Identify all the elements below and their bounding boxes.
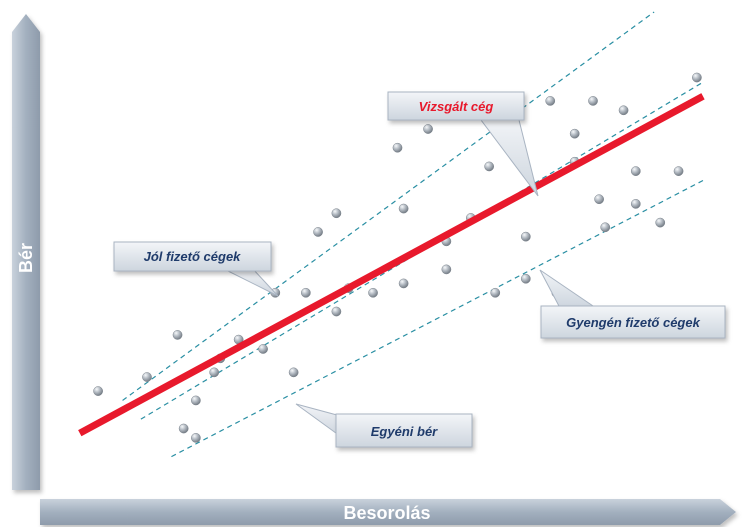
callout-vizsgalt-text: Vizsgált cég <box>419 99 494 114</box>
data-point-42 <box>673 166 684 176</box>
y-axis-arrow <box>12 14 40 490</box>
callout-gyengen-text: Gyengén fizető cégek <box>566 315 700 330</box>
data-point-22 <box>423 124 433 134</box>
band-lines <box>122 11 704 458</box>
data-point-33 <box>569 128 580 139</box>
data-point-5 <box>191 395 201 406</box>
data-point-7 <box>209 367 220 378</box>
data-point-20 <box>398 203 409 214</box>
data-point-29 <box>520 231 531 242</box>
trend-line <box>78 93 705 437</box>
callout-jol-text: Jól fizető cégek <box>144 249 242 264</box>
callout-egyeni-text: Egyéni bér <box>371 424 438 439</box>
data-point-41 <box>655 217 666 228</box>
data-point-40 <box>630 199 641 209</box>
callout-egyeni-box <box>335 413 473 448</box>
data-point-19 <box>392 142 403 153</box>
data-point-36 <box>594 194 604 205</box>
data-point-10 <box>258 344 268 354</box>
callout-egyeni-ber: Egyéni bér <box>295 403 473 448</box>
data-point-27 <box>490 287 501 298</box>
data-point-21 <box>398 278 409 289</box>
data-points <box>93 72 702 443</box>
data-point-24 <box>441 264 452 275</box>
data-point-14 <box>313 227 323 237</box>
data-point-13 <box>301 287 311 298</box>
data-point-2 <box>142 372 152 382</box>
data-point-3 <box>172 330 183 340</box>
data-point-37 <box>600 222 611 233</box>
y-axis-label: Bér <box>16 243 36 273</box>
data-point-4 <box>178 423 189 434</box>
band-line-lower <box>171 179 704 458</box>
trend-line-group <box>78 93 705 437</box>
data-point-15 <box>331 208 342 219</box>
data-point-1 <box>93 386 103 396</box>
data-point-31 <box>545 96 556 106</box>
data-point-26 <box>484 161 494 172</box>
data-point-18 <box>368 287 378 298</box>
callout-jol-box <box>113 241 272 272</box>
data-point-43 <box>692 72 702 83</box>
x-axis-label: Besorolás <box>343 503 430 523</box>
data-point-38 <box>618 105 629 116</box>
callout-gyengen-fizeto: Gyengén fizető cégek <box>539 269 726 339</box>
data-point-35 <box>588 96 598 106</box>
data-point-30 <box>520 273 531 284</box>
callout-jol-pointer <box>221 267 279 297</box>
callout-vizsgalt-ceg: Vizsgált cég <box>387 91 539 197</box>
callout-vizsgalt-box <box>387 91 525 121</box>
callout-jol-fizeto: Jól fizető cégek <box>113 241 279 297</box>
callout-vizsgalt-pointer <box>477 115 539 197</box>
callout-gyengen-pointer <box>539 269 598 309</box>
data-point-6 <box>191 433 201 443</box>
x-axis-arrow <box>40 499 736 525</box>
data-point-12 <box>288 367 299 378</box>
callout-gyengen-box <box>540 305 726 339</box>
band-line-upper <box>122 11 655 401</box>
data-point-39 <box>630 166 641 176</box>
data-point-16 <box>331 306 342 317</box>
